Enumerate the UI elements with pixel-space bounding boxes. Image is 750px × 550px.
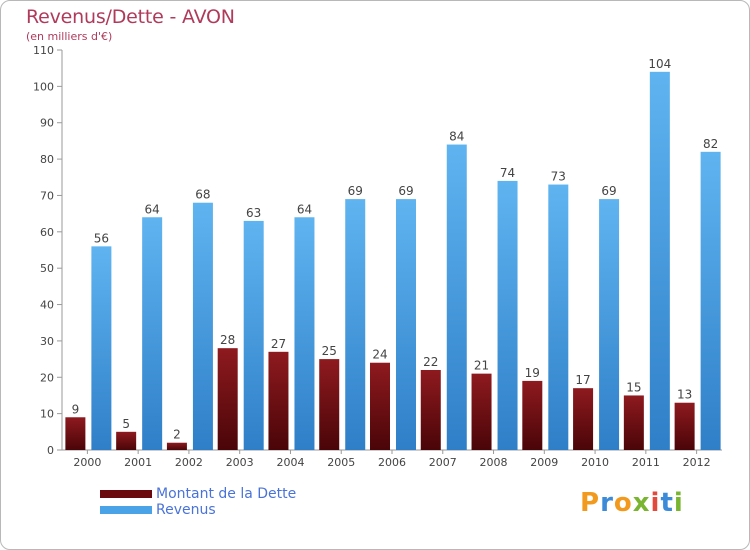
bar-debt — [268, 351, 289, 450]
y-tick-label: 30 — [40, 335, 54, 348]
bar-debt — [65, 417, 86, 450]
x-tick-label: 2005 — [327, 456, 355, 469]
data-label-debt: 25 — [322, 344, 337, 358]
legend-label-debt: Montant de la Dette — [156, 486, 297, 502]
y-tick-label: 100 — [33, 80, 54, 93]
chart-bars — [65, 71, 721, 451]
x-tick-label: 2001 — [124, 456, 152, 469]
data-label-debt: 27 — [271, 337, 286, 351]
bar-revenus — [142, 217, 163, 450]
data-label-revenus: 68 — [195, 188, 210, 202]
legend-swatch-debt — [100, 490, 152, 498]
y-tick-label: 60 — [40, 226, 54, 239]
data-label-debt: 19 — [525, 366, 540, 380]
x-tick-label: 2003 — [226, 456, 254, 469]
bar-revenus — [192, 202, 213, 450]
bar-revenus — [396, 199, 416, 450]
data-label-revenus: 56 — [94, 231, 109, 245]
legend-item-revenus: Revenus — [100, 502, 296, 518]
bar-revenus — [497, 180, 518, 450]
data-label-revenus: 64 — [145, 202, 160, 216]
x-tick-label: 2007 — [429, 456, 457, 469]
data-label-revenus: 69 — [398, 184, 413, 198]
x-tick-label: 2010 — [581, 456, 609, 469]
chart-labels: 9 56 5 64 2 68 28 63 27 64 25 69 24 69 22 84 21 74 19 73 17 6… — [72, 57, 719, 442]
legend-swatch-revenus — [100, 506, 152, 514]
data-label-debt: 28 — [220, 333, 235, 347]
y-tick-label: 40 — [40, 299, 54, 312]
y-tick-label: 10 — [40, 408, 54, 421]
bar-debt — [623, 395, 644, 450]
bar-debt — [471, 373, 492, 450]
data-label-debt: 21 — [474, 359, 489, 373]
data-label-debt: 15 — [626, 380, 641, 394]
data-label-debt: 13 — [677, 388, 692, 402]
bar-debt — [319, 359, 340, 450]
y-tick-label: 80 — [40, 153, 54, 166]
logo-letter: i — [673, 488, 684, 518]
y-tick-label: 0 — [47, 444, 54, 457]
bar-revenus — [649, 71, 670, 451]
x-tick-label: 2009 — [530, 456, 558, 469]
x-tick-label: 2002 — [175, 456, 203, 469]
logo-letter: t — [660, 488, 674, 518]
proxiti-logo: Proxiti — [580, 488, 684, 518]
bar-debt — [116, 431, 137, 450]
logo-letter: P — [580, 488, 601, 518]
bar-debt — [522, 380, 543, 450]
chart-subtitle: (en milliers d'€) — [26, 30, 113, 43]
x-tick-label: 2008 — [480, 456, 508, 469]
y-tick-label: 50 — [40, 262, 54, 275]
data-label-debt: 5 — [122, 417, 130, 431]
data-label-revenus: 69 — [348, 184, 363, 198]
logo-letter: r — [600, 488, 614, 518]
legend-item-debt: Montant de la Dette — [100, 486, 296, 502]
bar-revenus — [345, 199, 366, 450]
bar-debt — [166, 442, 187, 450]
bar-revenus — [700, 151, 721, 450]
data-label-debt: 22 — [423, 355, 438, 369]
data-label-revenus: 63 — [246, 206, 261, 220]
x-tick-label: 2011 — [632, 456, 660, 469]
legend-label-revenus: Revenus — [156, 502, 216, 518]
bar-debt — [573, 388, 594, 450]
chart-title: Revenus/Dette - AVON — [26, 6, 235, 28]
logo-letter: o — [613, 488, 633, 518]
bar-debt — [370, 362, 390, 450]
x-tick-label: 2000 — [73, 456, 101, 469]
data-label-revenus: 69 — [601, 184, 616, 198]
x-tick-label: 2004 — [276, 456, 304, 469]
logo-letter: x — [632, 488, 651, 518]
y-tick-label: 110 — [33, 44, 54, 57]
data-label-revenus: 82 — [703, 137, 718, 151]
logo-letter: i — [650, 488, 661, 518]
bar-revenus — [91, 246, 112, 450]
chart-axes: 0 10 20 30 40 50 60 70 80 90 100 110 2000 2001 2002 200… — [33, 44, 722, 469]
bar-revenus — [446, 144, 467, 450]
data-label-revenus: 73 — [551, 170, 566, 184]
y-tick-label: 20 — [40, 371, 54, 384]
bar-revenus — [548, 184, 569, 450]
x-tick-label: 2006 — [378, 456, 406, 469]
x-tick-label: 2012 — [683, 456, 711, 469]
bar-revenus — [243, 220, 264, 450]
bar-revenus — [294, 217, 315, 450]
data-label-debt: 2 — [173, 428, 181, 442]
bar-debt — [217, 348, 238, 450]
bar-debt — [420, 370, 441, 450]
y-tick-label: 70 — [40, 189, 54, 202]
data-label-debt: 17 — [575, 373, 590, 387]
data-label-revenus: 84 — [449, 130, 464, 144]
data-label-debt: 9 — [72, 402, 80, 416]
bar-revenus — [599, 199, 620, 450]
y-tick-label: 90 — [40, 117, 54, 130]
data-label-revenus: 104 — [648, 57, 671, 71]
legend: Montant de la Dette Revenus — [100, 486, 296, 518]
data-label-revenus: 74 — [500, 166, 515, 180]
bar-debt — [674, 402, 695, 450]
data-label-debt: 24 — [372, 348, 387, 362]
data-label-revenus: 64 — [297, 202, 312, 216]
